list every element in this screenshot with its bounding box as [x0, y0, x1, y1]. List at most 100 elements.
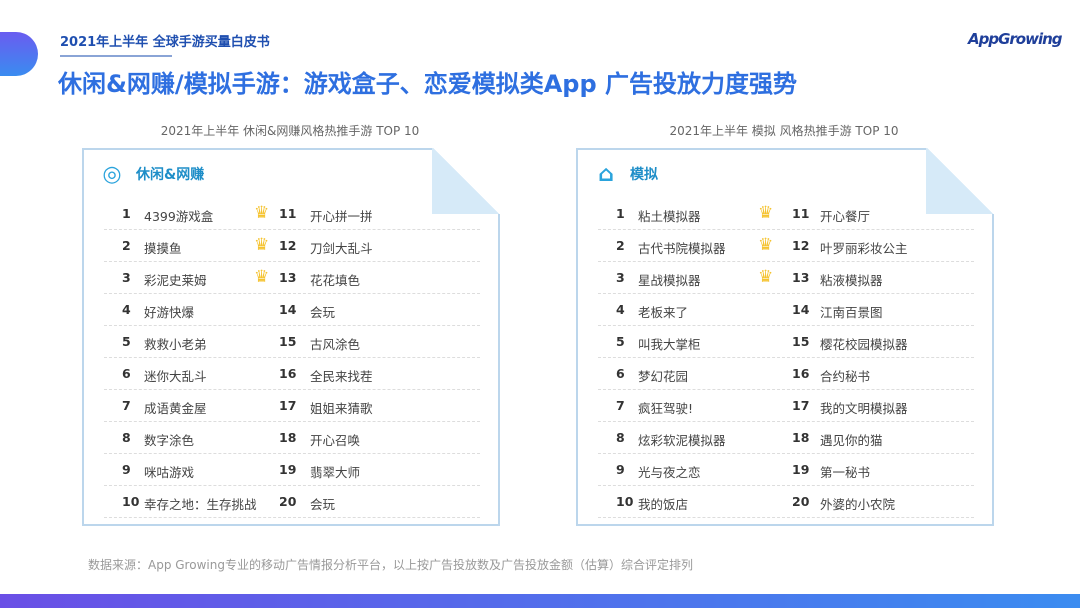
game-name: 开心拼一拼 — [310, 209, 373, 224]
list-row: 5 救救小老弟 15 古风涂色 — [104, 326, 480, 358]
rank: 7 — [616, 398, 625, 413]
rank: 2 — [122, 238, 131, 253]
rank: 5 — [616, 334, 625, 349]
rank: 14 — [279, 302, 297, 317]
rank: 6 — [616, 366, 625, 381]
game-name: 刀剑大乱斗 — [310, 241, 373, 256]
game-name: 好游快爆 — [144, 305, 195, 320]
rank: 10 — [122, 494, 140, 509]
game-name: 第一秘书 — [820, 465, 871, 480]
game-name: 炫彩软泥模拟器 — [638, 433, 726, 448]
game-name: 合约秘书 — [820, 369, 871, 384]
accent-tab — [0, 32, 38, 76]
game-name: 会玩 — [310, 497, 336, 512]
rank: 7 — [122, 398, 131, 413]
panel-subtitle: 2021年上半年 休闲&网赚风格热推手游 TOP 10 — [160, 124, 420, 138]
game-name: 粘液模拟器 — [820, 273, 883, 288]
game-name: 我的饭店 — [638, 497, 689, 512]
rank: 17 — [279, 398, 297, 413]
game-name: 幸存之地：生存挑战 — [144, 497, 257, 512]
rank: 5 — [122, 334, 131, 349]
game-name: 开心召唤 — [310, 433, 361, 448]
rank: 9 — [122, 462, 131, 477]
list-row: 4 老板来了 14 江南百景图 — [598, 294, 974, 326]
rank: 11 — [279, 206, 297, 221]
rank: 11 — [792, 206, 810, 221]
panel-subtitle: 2021年上半年 模拟 风格热推手游 TOP 10 — [669, 124, 899, 138]
game-name: 救救小老弟 — [144, 337, 207, 352]
crown-icon: ♛ — [254, 267, 270, 287]
game-name: 彩泥史莱姆 — [144, 273, 207, 288]
coins-icon: ◎ — [102, 161, 122, 187]
game-name: 光与夜之恋 — [638, 465, 701, 480]
game-name: 摸摸鱼 — [144, 241, 182, 256]
game-name: 粘土模拟器 — [638, 209, 701, 224]
rank: 16 — [279, 366, 297, 381]
crown-icon: ♛ — [758, 267, 774, 287]
crown-icon: ♛ — [254, 203, 270, 223]
game-name: 叶罗丽彩妆公主 — [820, 241, 908, 256]
rank: 9 — [616, 462, 625, 477]
page-fold — [926, 148, 994, 214]
rank: 4 — [122, 302, 131, 317]
game-name: 全民来找茬 — [310, 369, 373, 384]
game-name: 成语黄金屋 — [144, 401, 207, 416]
game-name: 外婆的小农院 — [820, 497, 896, 512]
page-fold — [432, 148, 500, 214]
rank: 19 — [792, 462, 810, 477]
panel-category: 模拟 — [630, 167, 658, 183]
rank: 19 — [279, 462, 297, 477]
divider — [60, 55, 172, 57]
rank: 8 — [616, 430, 625, 445]
page-title: 休闲&网赚/模拟手游：游戏盒子、恋爱模拟类App 广告投放力度强势 — [58, 70, 797, 98]
rank: 15 — [279, 334, 297, 349]
data-source-note: 数据来源：App Growing专业的移动广告情报分析平台，以上按广告投放数及广… — [88, 558, 693, 572]
rank: 15 — [792, 334, 810, 349]
list-row: 2 摸摸鱼 12 刀剑大乱斗 ♛ — [104, 230, 480, 262]
rank: 8 — [122, 430, 131, 445]
rank: 20 — [279, 494, 297, 509]
game-name: 开心餐厅 — [820, 209, 871, 224]
game-name: 翡翠大师 — [310, 465, 361, 480]
rank: 1 — [122, 206, 131, 221]
rank: 18 — [279, 430, 297, 445]
list-row: 1 粘土模拟器 11 开心餐厅 ♛ — [598, 198, 974, 230]
game-name: 遇见你的猫 — [820, 433, 883, 448]
list-row: 2 古代书院模拟器 12 叶罗丽彩妆公主 ♛ — [598, 230, 974, 262]
rank: 4 — [616, 302, 625, 317]
game-name: 老板来了 — [638, 305, 689, 320]
game-name: 数字涂色 — [144, 433, 195, 448]
rank: 13 — [792, 270, 810, 285]
game-name: 叫我大掌柜 — [638, 337, 701, 352]
game-name: 姐姐来猜歌 — [310, 401, 373, 416]
game-name: 星战模拟器 — [638, 273, 701, 288]
rank: 10 — [616, 494, 634, 509]
rank: 14 — [792, 302, 810, 317]
game-name: 咪咕游戏 — [144, 465, 195, 480]
game-name: 迷你大乱斗 — [144, 369, 207, 384]
report-title: 2021年上半年 全球手游买量白皮书 — [60, 35, 270, 50]
list-row: 7 成语黄金屋 17 姐姐来猜歌 — [104, 390, 480, 422]
game-name: 樱花校园模拟器 — [820, 337, 908, 352]
rank: 18 — [792, 430, 810, 445]
panel-category: 休闲&网赚 — [136, 167, 205, 183]
rank: 20 — [792, 494, 810, 509]
list-row: 3 星战模拟器 13 粘液模拟器 ♛ — [598, 262, 974, 294]
rank: 3 — [616, 270, 625, 285]
list-row: 4 好游快爆 14 会玩 — [104, 294, 480, 326]
list-row: 10 幸存之地：生存挑战 20 会玩 — [104, 486, 480, 518]
rank: 2 — [616, 238, 625, 253]
game-name: 花花填色 — [310, 273, 361, 288]
game-name: 古代书院模拟器 — [638, 241, 726, 256]
list-row: 9 光与夜之恋 19 第一秘书 — [598, 454, 974, 486]
rank: 16 — [792, 366, 810, 381]
list-row: 9 咪咕游戏 19 翡翠大师 — [104, 454, 480, 486]
rank: 12 — [792, 238, 810, 253]
rank: 17 — [792, 398, 810, 413]
rank: 12 — [279, 238, 297, 253]
game-name: 疯狂驾驶! — [638, 401, 694, 416]
rank: 1 — [616, 206, 625, 221]
game-name: 会玩 — [310, 305, 336, 320]
crown-icon: ♛ — [758, 235, 774, 255]
rank: 3 — [122, 270, 131, 285]
